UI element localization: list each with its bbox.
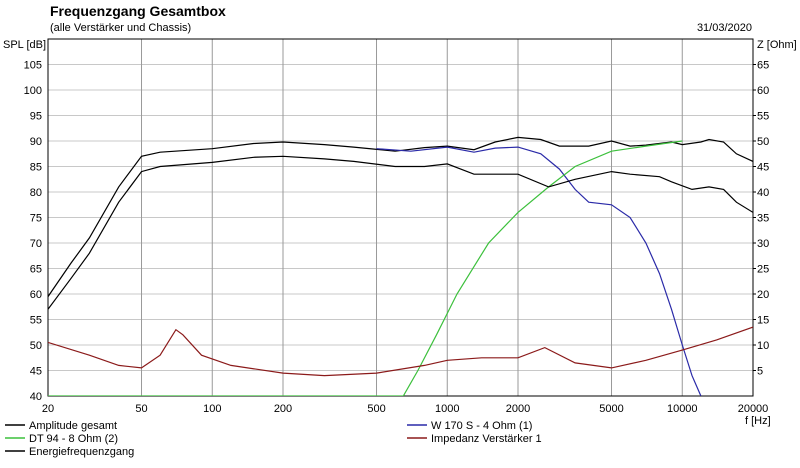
y-tick-label: 65 — [30, 264, 42, 276]
y2-tick-label: 20 — [757, 289, 769, 301]
legend-label: Amplitude gesamt — [29, 420, 117, 432]
y-tick-label: 60 — [30, 289, 42, 301]
y-tick-label: 50 — [30, 340, 42, 352]
legend-label: Impedanz Verstärker 1 — [431, 433, 542, 445]
x-tick-label: 20000 — [738, 403, 769, 415]
x-tick-label: 20 — [42, 403, 54, 415]
y2-tick-label: 50 — [757, 136, 769, 148]
y-axis-label: SPL [dB] — [3, 39, 46, 51]
series-line — [48, 140, 683, 396]
subtitle: (alle Verstärker und Chassis) — [50, 22, 191, 34]
chart-title: Frequenzgang Gesamtbox — [50, 3, 226, 19]
series-line — [48, 326, 753, 377]
legend-label: Energiefrequenzgang — [29, 446, 134, 458]
legend-label: W 170 S - 4 Ohm (1) — [431, 420, 532, 432]
y-tick-label: 85 — [30, 162, 42, 174]
y-tick-label: 95 — [30, 111, 42, 123]
x-axis-label: f [Hz] — [745, 415, 771, 427]
x-tick-label: 1000 — [435, 403, 459, 415]
y-tick-label: 105 — [24, 60, 42, 72]
x-tick-label: 50 — [135, 403, 147, 415]
y2-tick-label: 45 — [757, 162, 769, 174]
y2-tick-label: 5 — [757, 366, 763, 378]
x-tick-label: 500 — [367, 403, 385, 415]
x-tick-label: 10000 — [667, 403, 698, 415]
y2-tick-label: 55 — [757, 111, 769, 123]
y2-tick-label: 10 — [757, 340, 769, 352]
y2-tick-label: 40 — [757, 187, 769, 199]
x-tick-label: 100 — [203, 403, 221, 415]
legend-label: DT 94 - 8 Ohm (2) — [29, 433, 118, 445]
y2-tick-label: 65 — [757, 60, 769, 72]
y-tick-label: 55 — [30, 315, 42, 327]
y2-tick-label: 25 — [757, 264, 769, 276]
y-tick-label: 40 — [30, 391, 42, 403]
y2-tick-label: 60 — [757, 85, 769, 97]
date: 31/03/2020 — [697, 22, 752, 34]
y-tick-label: 90 — [30, 136, 42, 148]
y2-axis-label: Z [Ohm] — [757, 39, 797, 51]
y2-tick-label: 35 — [757, 213, 769, 225]
y-tick-label: 75 — [30, 213, 42, 225]
series-line — [376, 146, 702, 396]
y-tick-label: 45 — [30, 366, 42, 378]
y-tick-label: 100 — [24, 85, 42, 97]
x-tick-label: 200 — [274, 403, 292, 415]
y-tick-label: 70 — [30, 238, 42, 250]
y2-tick-label: 30 — [757, 238, 769, 250]
x-tick-label: 5000 — [599, 403, 623, 415]
x-tick-label: 2000 — [506, 403, 530, 415]
series-line — [48, 136, 753, 297]
series-line — [48, 155, 753, 310]
y-tick-label: 80 — [30, 187, 42, 199]
y2-tick-label: 15 — [757, 315, 769, 327]
